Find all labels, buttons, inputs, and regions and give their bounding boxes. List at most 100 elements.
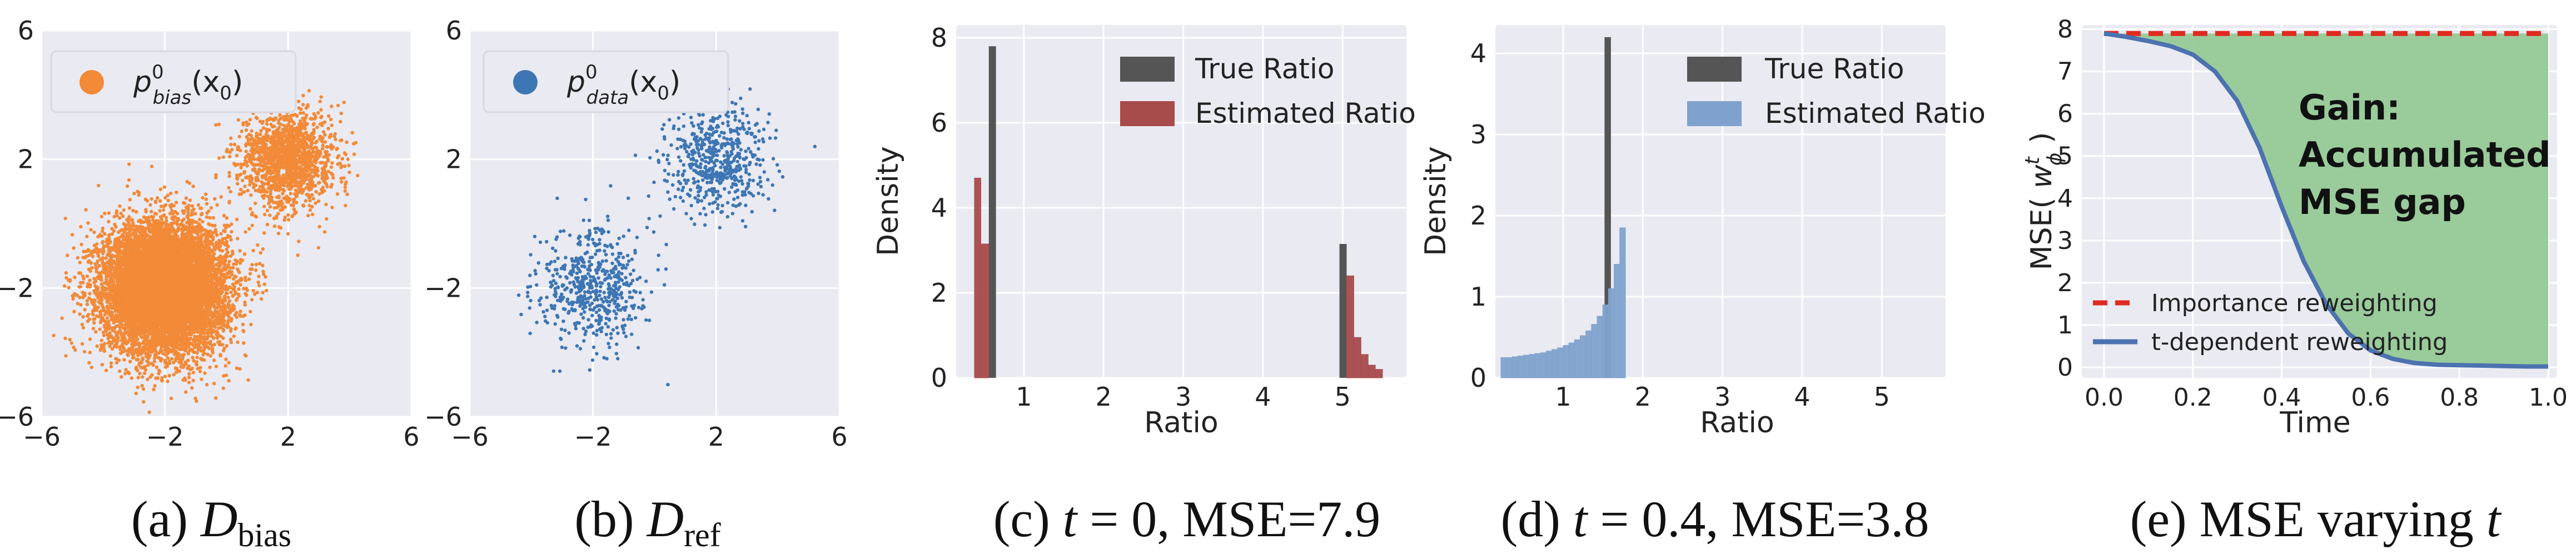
- scatter-point: [167, 373, 171, 378]
- scatter-point: [215, 203, 219, 207]
- scatter-point: [170, 208, 174, 213]
- scatter-point: [102, 342, 107, 346]
- scatter-point: [203, 371, 207, 375]
- scatter-point: [208, 216, 212, 219]
- scatter-point: [166, 193, 170, 197]
- scatter-point: [184, 390, 188, 394]
- scatter-point: [124, 368, 128, 372]
- scatter-point: [64, 276, 68, 280]
- scatter-point: [107, 245, 111, 249]
- scatter-point: [143, 368, 148, 372]
- scatter-point: [104, 256, 108, 260]
- scatter-point: [127, 206, 132, 210]
- scatter-point: [145, 199, 149, 203]
- scatter-point: [175, 191, 178, 194]
- scatter-point: [79, 303, 83, 307]
- scatter-point: [122, 358, 126, 362]
- scatter-point: [256, 243, 260, 247]
- scatter-point: [169, 396, 173, 401]
- scatter-point: [159, 204, 163, 208]
- scatter-point: [92, 317, 96, 321]
- scatter-point: [217, 326, 221, 330]
- scatter-point: [163, 375, 167, 378]
- scatter-point: [78, 312, 82, 316]
- scatter-point: [225, 216, 229, 220]
- scatter-point: [214, 176, 218, 179]
- scatter-point: [117, 358, 121, 362]
- scatter-point: [228, 286, 232, 290]
- scatter-point: [100, 363, 104, 367]
- scatter-point: [88, 278, 92, 282]
- scatter-point: [115, 361, 119, 365]
- scatter-point: [82, 350, 87, 354]
- scatter-point: [191, 378, 195, 382]
- scatter-point: [158, 356, 162, 361]
- scatter-point: [192, 207, 196, 211]
- scatter-point: [131, 208, 135, 213]
- scatter-point: [105, 316, 109, 320]
- scatter-point: [190, 204, 195, 208]
- scatter-point: [243, 278, 248, 282]
- scatter-point: [225, 291, 229, 296]
- scatter-point: [143, 371, 147, 375]
- scatter-point: [108, 354, 112, 358]
- scatter-point: [162, 208, 166, 212]
- scatter-point: [209, 206, 213, 210]
- scatter-point: [198, 370, 202, 373]
- scatter-point: [96, 305, 100, 310]
- scatter-point: [229, 238, 233, 242]
- scatter-point: [187, 376, 191, 380]
- scatter-point: [150, 209, 153, 213]
- scatter-point: [88, 337, 92, 341]
- scatter-point: [107, 211, 111, 215]
- scatter-point: [192, 359, 196, 363]
- scatter-point: [251, 248, 255, 253]
- scatter-point: [107, 236, 111, 240]
- scatter-point: [72, 345, 76, 350]
- scatter-point: [109, 365, 113, 368]
- scatter-point: [211, 351, 215, 355]
- scatter-point: [204, 197, 208, 201]
- scatter-point: [78, 296, 82, 300]
- scatter-point: [184, 196, 188, 200]
- scatter-point: [123, 372, 127, 376]
- scatter-point: [152, 387, 156, 392]
- scatter-point: [221, 343, 225, 347]
- scatter-point: [158, 209, 162, 213]
- scatter-point: [136, 376, 140, 380]
- scatter-point: [233, 258, 237, 262]
- scatter-point: [233, 291, 238, 295]
- scatter-point: [64, 271, 68, 275]
- scatter-point: [203, 192, 208, 196]
- scatter-point: [196, 203, 201, 207]
- scatter-point: [86, 320, 90, 323]
- scatter-point: [169, 222, 173, 226]
- scatter-point: [205, 215, 209, 219]
- scatter-point: [70, 233, 74, 237]
- scatter-point: [263, 275, 267, 279]
- scatter-point: [141, 356, 145, 360]
- scatter-point: [221, 249, 225, 253]
- scatter-point: [253, 292, 257, 296]
- scatter-point: [94, 330, 98, 334]
- scatter-point: [242, 330, 246, 333]
- scatter-point: [254, 268, 258, 272]
- scatter-point: [158, 187, 163, 191]
- scatter-point: [114, 357, 118, 361]
- scatter-point: [96, 234, 100, 239]
- scatter-point: [125, 342, 128, 346]
- scatter-point: [86, 285, 89, 289]
- scatter-point: [238, 249, 242, 253]
- scatter-point: [128, 198, 132, 202]
- scatter-point: [257, 274, 261, 278]
- scatter-point: [195, 356, 199, 360]
- scatter-point: [218, 353, 222, 357]
- scatter-point: [64, 354, 68, 358]
- scatter-point: [187, 364, 191, 368]
- scatter-point: [224, 373, 228, 377]
- scatter-point: [60, 316, 64, 320]
- scatter-point: [228, 254, 233, 258]
- scatter-point: [109, 361, 113, 365]
- scatter-point: [170, 357, 174, 361]
- scatter-point: [88, 292, 92, 296]
